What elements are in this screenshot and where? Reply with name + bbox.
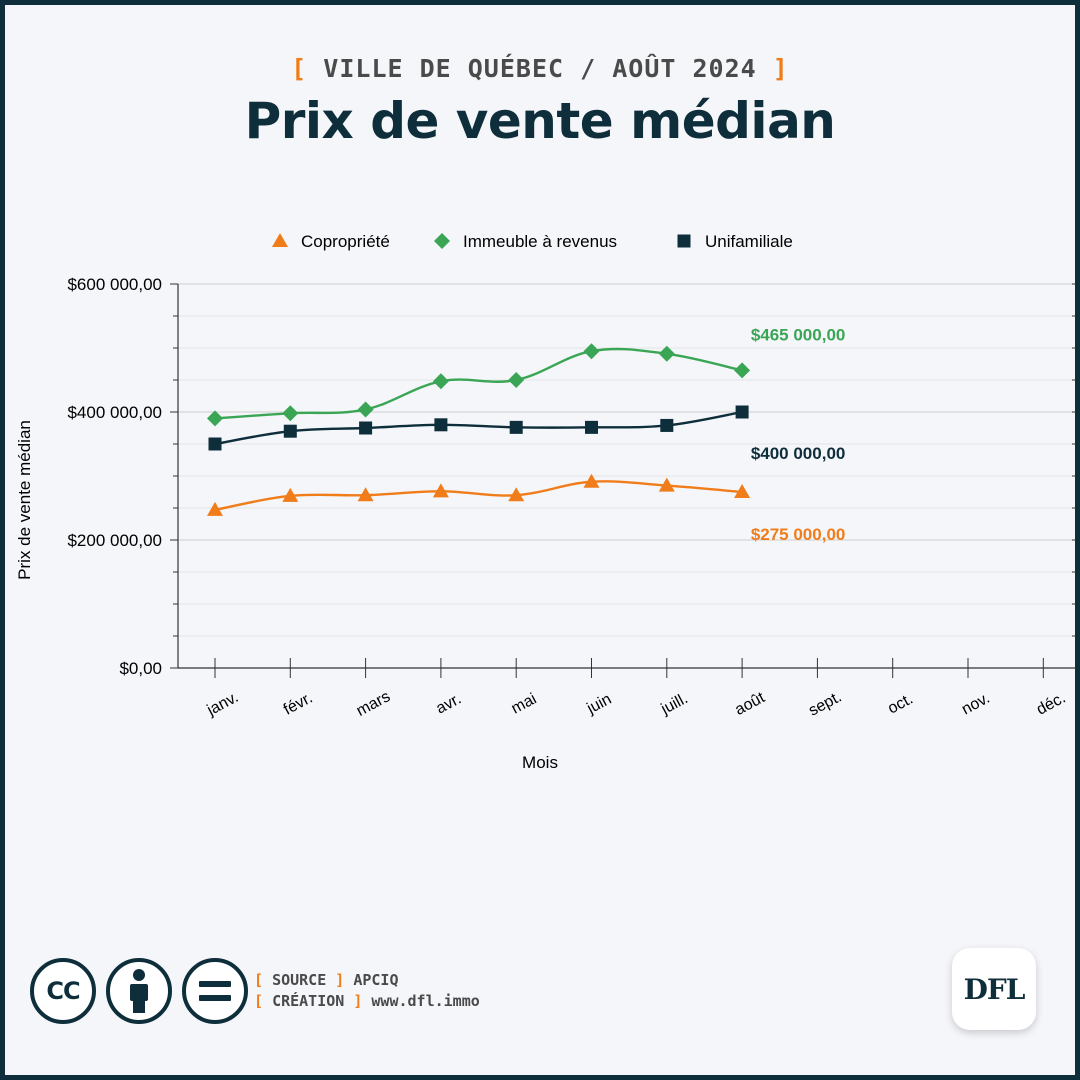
data-point: [283, 424, 297, 438]
data-point: [207, 410, 223, 427]
data-point: [359, 421, 373, 435]
end-value-label: $275 000,00: [751, 525, 846, 544]
x-tick-label: déc.: [1034, 689, 1069, 718]
x-tick-label: mars: [354, 688, 393, 720]
x-tick-label: oct.: [885, 690, 916, 717]
series-line: [214, 480, 743, 512]
data-point: [585, 420, 598, 434]
x-tick-label: mai: [509, 690, 540, 717]
data-point: [282, 487, 299, 502]
supertitle-text: VILLE DE QUÉBEC / AOÛT 2024: [323, 54, 757, 83]
data-point: [432, 373, 449, 390]
y-axis-label: Prix de vente médian: [15, 420, 34, 580]
series-line: [214, 347, 743, 420]
license-icons: CC: [30, 958, 248, 1024]
bracket-close: ]: [772, 54, 789, 83]
series-1: $465 000,00: [207, 325, 846, 427]
chart-title: Prix de vente médian: [244, 92, 836, 150]
bracket-open: [: [254, 992, 264, 1010]
grid-lines: [178, 283, 1076, 669]
data-point: [509, 420, 523, 434]
bracket-close: ]: [353, 992, 363, 1010]
no-derivatives-icon: [182, 958, 248, 1024]
chart-supertitle: [ VILLE DE QUÉBEC / AOÛT 2024 ]: [0, 54, 1080, 83]
source-key: SOURCE: [272, 971, 327, 989]
attribution-icon: [106, 958, 172, 1024]
x-tick-label: avr.: [433, 690, 464, 717]
series-0: $275 000,00: [207, 473, 846, 544]
legend: Copropriété Immeuble à revenus Unifamilial…: [272, 232, 793, 251]
legend-label: Immeuble à revenus: [463, 232, 617, 251]
y-tick-label: $200 000,00: [67, 531, 162, 550]
x-tick-label: févr.: [281, 689, 316, 718]
dfl-logo: DFL: [952, 948, 1036, 1030]
data-point: [734, 484, 751, 498]
x-tick-label: nov.: [959, 690, 993, 719]
end-value-label: $465 000,00: [751, 325, 846, 344]
x-axis-label: Mois: [522, 753, 558, 772]
data-point: [734, 362, 751, 379]
legend-marker: [677, 234, 691, 248]
data-point: [658, 477, 675, 492]
end-value-label: $400 000,00: [751, 444, 846, 463]
creation-line: [ CRÉATION ] www.dfl.immo: [254, 991, 480, 1012]
data-point: [282, 405, 299, 422]
y-tick-label: $400 000,00: [67, 403, 162, 422]
legend-marker: [272, 233, 288, 247]
source-value: APCIQ: [353, 971, 399, 989]
series-line: [214, 410, 743, 446]
y-tick-label: $0,00: [119, 659, 162, 678]
x-tick-label: janv.: [204, 689, 242, 720]
series-lines: $275 000,00 $465 000,00 $400 000,00: [207, 325, 845, 544]
creative-commons-icon: CC: [30, 958, 96, 1024]
data-point: [583, 343, 600, 360]
creative-commons-label: CC: [46, 977, 80, 1005]
legend-label: Unifamiliale: [705, 232, 793, 251]
data-point: [208, 437, 222, 451]
data-point: [432, 483, 449, 498]
series-2: $400 000,00: [208, 405, 846, 463]
y-tick-label: $600 000,00: [67, 275, 162, 294]
data-point: [658, 345, 675, 362]
line-chart: $0,00 $200 000,00 $400 000,00 $600 000,00 ja…: [15, 232, 1076, 772]
data-point: [207, 501, 223, 516]
axes: $0,00 $200 000,00 $400 000,00 $600 000,00 ja…: [15, 275, 1076, 772]
data-point: [660, 418, 674, 432]
x-tick-label: juill.: [658, 690, 691, 718]
source-line: [ SOURCE ] APCIQ: [254, 970, 480, 991]
credits: [ SOURCE ] APCIQ [ CRÉATION ] www.dfl.im…: [254, 970, 480, 1012]
data-point: [735, 405, 749, 419]
creation-key: CRÉATION: [272, 992, 345, 1010]
legend-label: Copropriété: [301, 232, 390, 251]
data-point: [508, 372, 525, 388]
x-tick-label: sept.: [806, 688, 845, 719]
x-tick-label: août: [732, 689, 768, 719]
data-point: [357, 401, 374, 418]
data-point: [583, 473, 600, 488]
data-point: [434, 418, 448, 432]
bracket-open: [: [254, 971, 264, 989]
data-point: [357, 487, 374, 502]
legend-marker: [434, 233, 450, 249]
bracket-open: [: [291, 54, 308, 83]
bracket-close: ]: [335, 971, 345, 989]
x-tick-label: juin: [584, 691, 615, 718]
creation-value: www.dfl.immo: [371, 992, 480, 1010]
data-point: [508, 487, 525, 502]
